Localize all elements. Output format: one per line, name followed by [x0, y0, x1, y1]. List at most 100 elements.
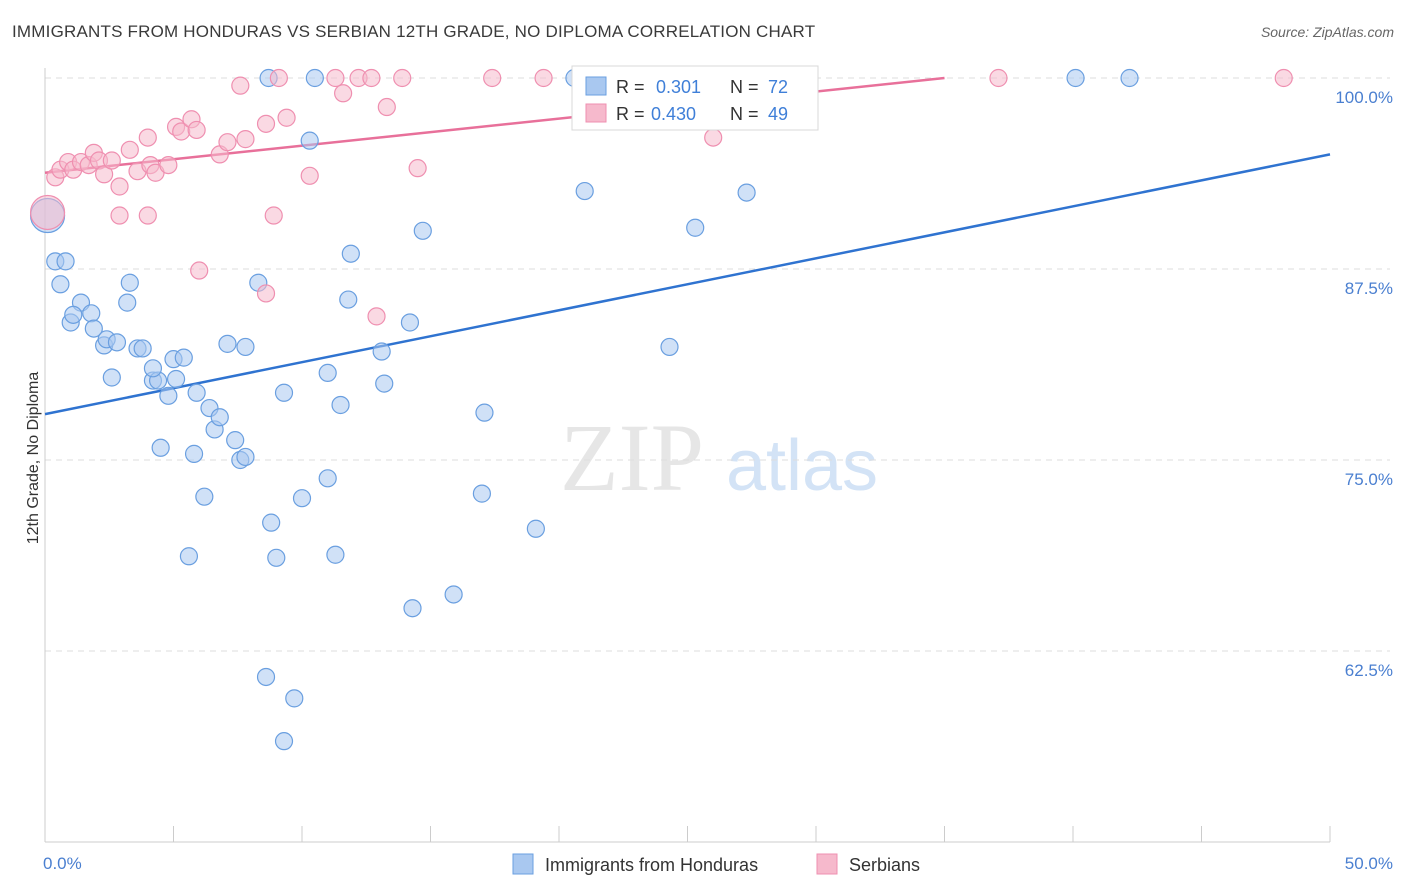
serbians-point-25	[236, 130, 255, 149]
honduras-point-29	[226, 431, 245, 450]
honduras-point-13	[120, 273, 139, 292]
honduras-point-66	[305, 68, 324, 88]
honduras-point-34	[274, 383, 294, 402]
honduras-point-56	[267, 548, 286, 567]
honduras-point-15	[133, 339, 152, 358]
honduras-point-11	[107, 333, 127, 352]
bottom-legend: Immigrants from Honduras Serbians	[512, 853, 920, 875]
honduras-point-36	[318, 363, 337, 383]
honduras-point-24	[187, 383, 206, 402]
honduras-point-62	[256, 667, 276, 687]
serbians-point-48	[110, 206, 129, 225]
serbians-point-21	[187, 120, 206, 140]
honduras-point-47	[575, 181, 594, 201]
honduras-point-31	[236, 447, 255, 467]
honduras-point-23	[102, 368, 121, 387]
honduras-point-45	[472, 484, 491, 503]
honduras-point-18	[143, 359, 163, 378]
honduras-trend-line	[44, 153, 1331, 416]
legend-swatch-pink	[585, 103, 607, 123]
serbians-point-45	[256, 284, 276, 303]
serbians-point-26	[256, 114, 276, 133]
honduras-point-52	[184, 444, 204, 463]
honduras-point-69	[1066, 68, 1085, 88]
honduras-point-40	[372, 342, 391, 361]
bottom-legend-swatch-serbians	[816, 853, 838, 875]
honduras-point-12	[118, 293, 137, 312]
honduras-point-50	[737, 183, 756, 202]
honduras-point-3	[51, 275, 70, 294]
honduras-point-21	[166, 369, 186, 389]
serbians-point-24	[231, 76, 250, 95]
serbians-point-17	[159, 155, 178, 175]
honduras-point-63	[285, 689, 304, 708]
honduras-point-49	[686, 218, 705, 237]
honduras-point-55	[262, 513, 281, 532]
serbians-point-36	[269, 68, 288, 88]
honduras-point-19	[159, 386, 178, 405]
serbians-point-33	[377, 97, 396, 117]
serbians-point-34	[408, 159, 427, 178]
honduras-point-59	[326, 545, 345, 564]
legend-r-label-2: R =	[616, 104, 645, 124]
serbians-point-44	[138, 206, 157, 225]
serbians-point-39	[534, 68, 553, 88]
legend-n-label-1: N =	[730, 77, 759, 97]
y-tick-label-3: 100.0%	[1335, 88, 1393, 107]
serbians-point-27	[264, 206, 283, 225]
honduras-point-53	[195, 487, 214, 506]
honduras-point-44	[475, 403, 494, 422]
y-tick-label-1: 75.0%	[1345, 470, 1393, 489]
serbians-point-47	[190, 261, 209, 280]
y-tick-label-0: 62.5%	[1345, 661, 1393, 680]
serbians-point-23	[218, 133, 237, 152]
honduras-point-54	[179, 547, 199, 566]
honduras-point-43	[413, 221, 432, 240]
legend-box	[571, 65, 819, 131]
serbians-point-14	[138, 128, 157, 147]
legend-n-value-2: 49	[768, 104, 788, 124]
serbians-point-11	[110, 177, 129, 196]
honduras-point-58	[318, 469, 337, 488]
honduras-point-8	[84, 319, 103, 338]
watermark-atlas: atlas	[726, 426, 878, 506]
honduras-point-39	[341, 244, 360, 263]
legend-r-label-1: R =	[616, 77, 645, 97]
watermark: ZIP atlas	[560, 404, 878, 511]
y-tick-labels: 62.5% 75.0% 87.5% 100.0%	[1335, 88, 1393, 680]
honduras-point-28	[218, 334, 237, 353]
honduras-point-61	[444, 585, 463, 604]
honduras-point-57	[292, 489, 312, 508]
serbians-point-32	[362, 68, 381, 88]
serbians-point-9	[95, 165, 114, 184]
legend-n-label-2: N =	[730, 104, 759, 124]
honduras-point-42	[400, 313, 420, 332]
honduras-point-2	[56, 252, 75, 271]
watermark-zip: ZIP	[560, 404, 704, 511]
serbians-point-43	[1274, 68, 1293, 88]
x-tick-label-1: 50.0%	[1345, 854, 1393, 873]
serbians-point-42	[989, 68, 1008, 88]
honduras-point-64	[274, 732, 294, 751]
serbians-point-12	[120, 140, 139, 159]
y-tick-label-2: 87.5%	[1345, 279, 1393, 298]
serbians-point-38	[483, 68, 502, 88]
serbians-point-37	[326, 68, 345, 88]
honduras-point-37	[331, 395, 350, 415]
serbians-point-0	[29, 194, 66, 231]
data-points	[29, 68, 1293, 751]
serbians-point-29	[300, 166, 319, 185]
legend-swatch-blue	[585, 76, 607, 96]
honduras-point-22	[174, 348, 193, 367]
bottom-legend-honduras: Immigrants from Honduras	[545, 855, 758, 875]
honduras-point-32	[236, 337, 255, 357]
bottom-legend-serbians: Serbians	[849, 855, 920, 875]
legend-r-value-2: 0.430	[651, 104, 696, 124]
gridlines	[45, 77, 1390, 652]
y-axis-label: 12th Grade, No Diploma	[25, 372, 42, 545]
honduras-point-60	[403, 599, 422, 618]
honduras-point-35	[300, 131, 319, 150]
serbians-point-30	[334, 84, 353, 103]
honduras-point-6	[64, 305, 83, 324]
